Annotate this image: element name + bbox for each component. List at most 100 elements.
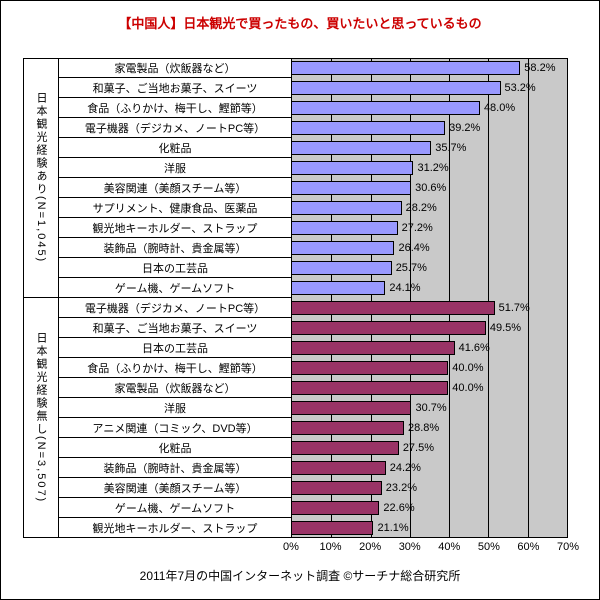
bar	[291, 81, 501, 95]
bar-track: 39.2%	[291, 118, 568, 138]
x-tick-label: 20%	[359, 541, 382, 553]
category-label: 食品（ふりかけ、梅干し、鰹節等）	[59, 98, 291, 118]
gridline	[370, 59, 372, 537]
bar	[291, 361, 449, 375]
chart-row: サプリメント、健康食品、医薬品 28.2%	[59, 198, 568, 218]
bar	[291, 401, 412, 415]
bar	[291, 221, 398, 235]
category-label: ゲーム機、ゲームソフト	[59, 498, 291, 518]
gridline	[449, 59, 451, 537]
category-label: 装飾品（腕時計、貴金属等）	[59, 238, 291, 258]
chart-row: 装飾品（腕時計、貴金属等） 24.2%	[59, 458, 568, 478]
bar	[291, 341, 455, 355]
bar-track: 41.6%	[291, 338, 568, 358]
category-label: サプリメント、健康食品、医薬品	[59, 198, 291, 218]
x-tick-label: 70%	[556, 541, 580, 553]
bar-track: 30.7%	[291, 398, 568, 418]
value-label: 27.5%	[402, 442, 435, 454]
chart-row: 洋服 31.2%	[59, 158, 568, 178]
group-rows: 電子機器（デジカメ、ノートPC等） 51.7% 和菓子、ご当地お菓子、スイーツ 49.…	[59, 298, 568, 538]
category-label: 洋服	[59, 398, 291, 418]
bar-track: 27.2%	[291, 218, 568, 238]
value-label: 24.1%	[389, 282, 421, 294]
value-label: 28.2%	[405, 202, 437, 214]
value-label: 49.5%	[489, 322, 522, 334]
bar-track: 53.2%	[291, 78, 568, 98]
gridline	[527, 59, 529, 537]
bar-track: 27.5%	[291, 438, 568, 458]
category-label: 化粧品	[59, 438, 291, 458]
value-label: 28.8%	[407, 422, 440, 434]
gridline	[409, 59, 411, 537]
category-label: 食品（ふりかけ、梅干し、鰹節等）	[59, 358, 291, 378]
bar-track: 21.1%	[291, 518, 568, 538]
category-label: 和菓子、ご当地お菓子、スイーツ	[59, 78, 291, 98]
chart-row: 食品（ふりかけ、梅干し、鰹節等） 48.0%	[59, 98, 568, 118]
category-label: 日本の工芸品	[59, 338, 291, 358]
category-label: 電子機器（デジカメ、ノートPC等）	[59, 298, 291, 318]
bar	[291, 61, 521, 75]
bar	[291, 201, 402, 215]
bar-track: 26.4%	[291, 238, 568, 258]
value-label: 24.2%	[389, 462, 421, 474]
category-label: ゲーム機、ゲームソフト	[59, 278, 291, 298]
bar	[291, 261, 392, 275]
value-label: 26.4%	[398, 242, 430, 254]
group-axis-label-text: 日本観光経験無し(N=3,507)	[35, 331, 47, 504]
value-label: 40.0%	[452, 382, 484, 394]
bar-track: 51.7%	[291, 298, 568, 318]
chart-row: 和菓子、ご当地お菓子、スイーツ 53.2%	[59, 78, 568, 98]
chart-row: 観光地キーホルダー、ストラップ 21.1%	[59, 518, 568, 538]
chart-row: 電子機器（デジカメ、ノートPC等） 51.7%	[59, 298, 568, 318]
bar-track: 25.7%	[291, 258, 568, 278]
value-label: 51.7%	[498, 302, 530, 314]
chart-row: 日本の工芸品 41.6%	[59, 338, 568, 358]
x-tick-label: 60%	[517, 541, 540, 553]
chart-row: 和菓子、ご当地お菓子、スイーツ 49.5%	[59, 318, 568, 338]
bar-track: 23.2%	[291, 478, 568, 498]
chart-row: 電子機器（デジカメ、ノートPC等） 39.2%	[59, 118, 568, 138]
category-label: 装飾品（腕時計、貴金属等）	[59, 458, 291, 478]
value-label: 40.0%	[452, 362, 484, 374]
bar	[291, 301, 495, 315]
value-label: 30.7%	[415, 402, 447, 414]
bar	[291, 161, 414, 175]
category-label: 美容関連（美顔スチーム等）	[59, 478, 291, 498]
bar-group-2: 日本観光経験無し(N=3,507) 電子機器（デジカメ、ノートPC等） 51.7% 和…	[23, 298, 568, 538]
bar-track: 48.0%	[291, 98, 568, 118]
chart-row: 化粧品 27.5%	[59, 438, 568, 458]
value-label: 41.6%	[458, 342, 490, 354]
chart-row: 装飾品（腕時計、貴金属等） 26.4%	[59, 238, 568, 258]
x-tick-label: 40%	[438, 541, 461, 553]
bar-group-1: 日本観光経験あり(N=1,045) 家電製品（炊飯器など） 58.2% 和菓子、ご当地…	[23, 58, 568, 298]
x-tick-label: 0%	[283, 541, 299, 553]
value-label: 22.6%	[383, 502, 415, 514]
category-label: 和菓子、ご当地お菓子、スイーツ	[59, 318, 291, 338]
category-label: 化粧品	[59, 138, 291, 158]
chart-row: アニメ関連（コミック、DVD等） 28.8%	[59, 418, 568, 438]
source-caption: 2011年7月の中国インターネット調査 ©サーチナ総合研究所	[139, 569, 461, 583]
category-label: 電子機器（デジカメ、ノートPC等）	[59, 118, 291, 138]
bar	[291, 281, 386, 295]
chart-row: ゲーム機、ゲームソフト 22.6%	[59, 498, 568, 518]
bar-track: 40.0%	[291, 378, 568, 398]
bar	[291, 421, 404, 435]
category-label: 家電製品（炊飯器など）	[59, 58, 291, 78]
x-tick-label: 30%	[398, 541, 421, 553]
value-label: 35.7%	[435, 142, 467, 154]
chart-row: 家電製品（炊飯器など） 58.2%	[59, 58, 568, 78]
bar	[291, 501, 380, 515]
bar-track: 22.6%	[291, 498, 568, 518]
value-label: 21.1%	[377, 522, 409, 534]
category-label: 日本の工芸品	[59, 258, 291, 278]
x-tick-label: 10%	[319, 541, 342, 553]
chart-row: 美容関連（美顔スチーム等） 30.6%	[59, 178, 568, 198]
bar	[291, 241, 395, 255]
category-label: 観光地キーホルダー、ストラップ	[59, 218, 291, 238]
category-label: 観光地キーホルダー、ストラップ	[59, 518, 291, 538]
chart-row: 洋服 30.7%	[59, 398, 568, 418]
value-label: 23.2%	[385, 482, 417, 494]
gridline	[331, 59, 333, 537]
value-label: 58.2%	[524, 62, 556, 74]
